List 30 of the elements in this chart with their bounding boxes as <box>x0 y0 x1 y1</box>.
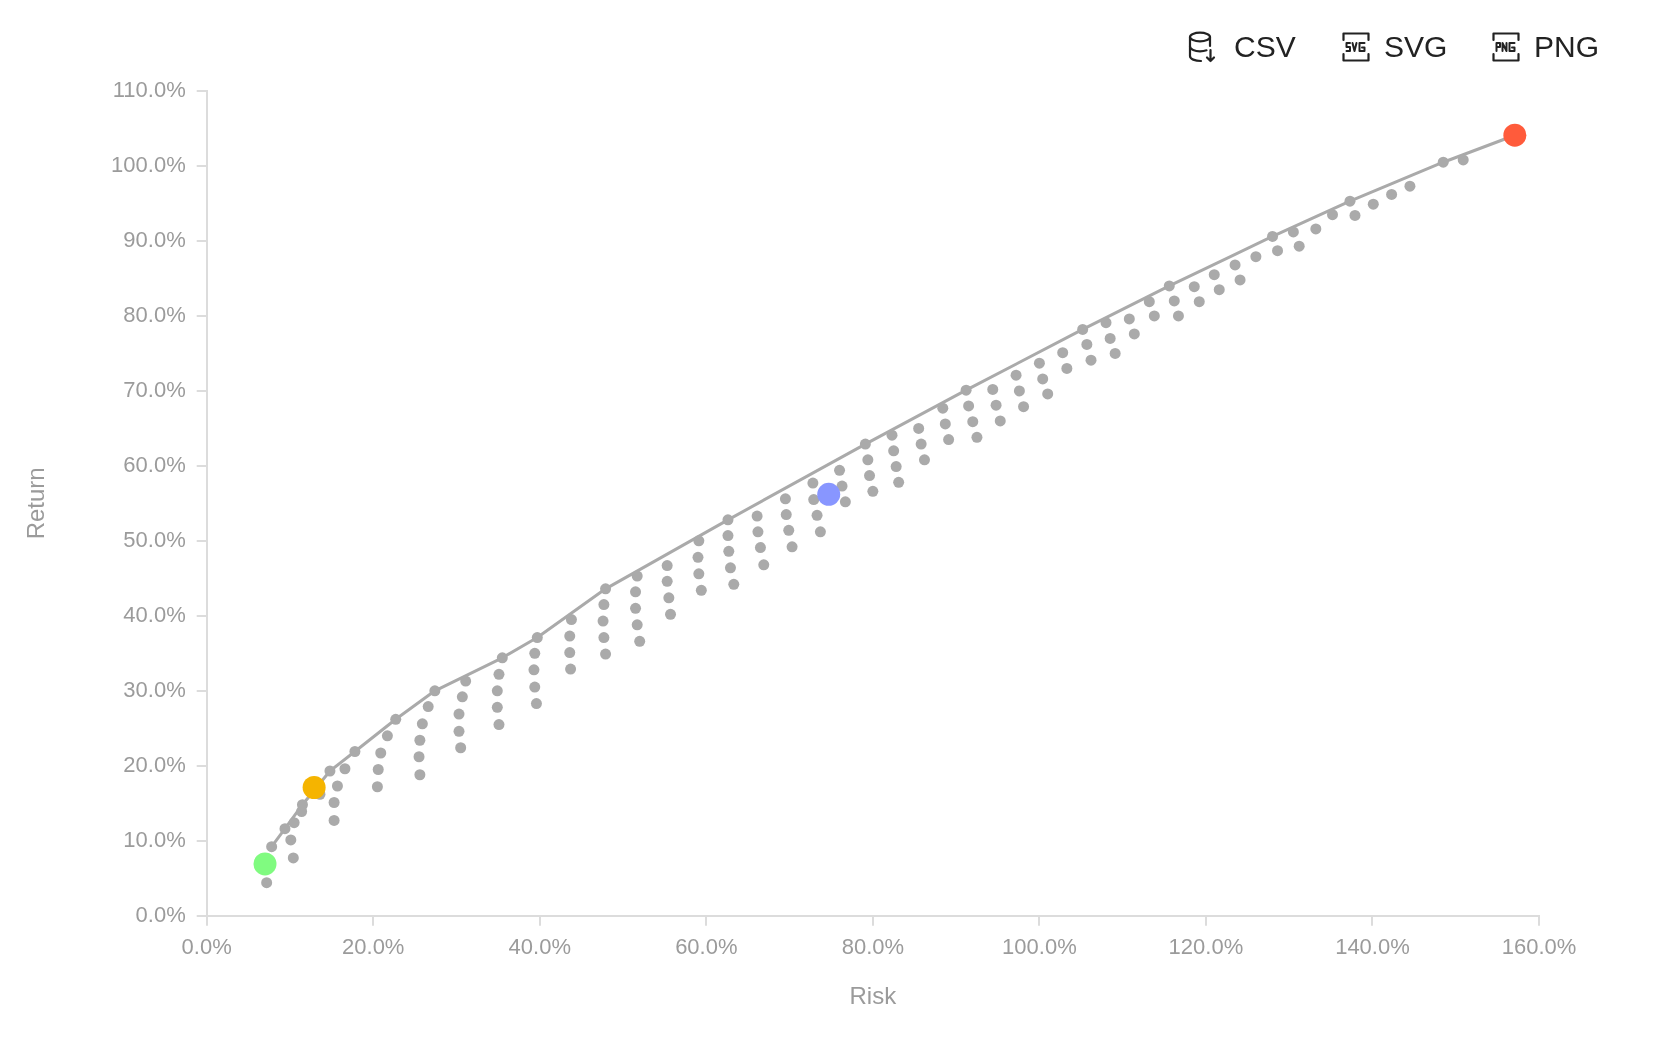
x-axis-title: Risk <box>849 982 898 1010</box>
point <box>253 852 277 876</box>
y-tick-label: 80.0% <box>123 301 186 327</box>
point <box>302 776 326 799</box>
x-tick-label: 0.0% <box>181 933 232 959</box>
y-tick-label: 110.0% <box>112 77 186 103</box>
x-tick-label: 100.0% <box>1002 933 1077 959</box>
y-tick-label: 40.0% <box>123 601 186 627</box>
y-tick-label: 100.0% <box>111 152 186 178</box>
text: CSV <box>1234 30 1296 64</box>
y-tick-label: 0.0% <box>135 901 186 927</box>
x-tick-label: 160.0% <box>1501 933 1577 959</box>
x-tick-label: 40.0% <box>508 933 571 959</box>
x-tick-label: 140.0% <box>1335 933 1410 959</box>
y-tick-label: 30.0% <box>123 676 186 702</box>
y-tick-label: 90.0% <box>123 227 186 253</box>
x-tick-label: 120.0% <box>1168 933 1244 959</box>
y-tick-label: 70.0% <box>123 376 186 402</box>
x-tick-label: 80.0% <box>841 933 905 959</box>
x-tick-label: 20.0% <box>342 933 405 959</box>
point <box>817 482 841 506</box>
y-tick-label: 50.0% <box>123 526 186 552</box>
x-tick-label: 60.0% <box>675 933 738 959</box>
y-axis-title: Return <box>22 467 50 540</box>
point <box>1503 123 1527 147</box>
y-tick-label: 60.0% <box>123 451 186 477</box>
y-tick-label: 20.0% <box>123 751 186 777</box>
text: SVG <box>1384 30 1448 64</box>
y-tick-label: 10.0% <box>123 826 186 852</box>
text: PNG <box>1534 30 1600 64</box>
